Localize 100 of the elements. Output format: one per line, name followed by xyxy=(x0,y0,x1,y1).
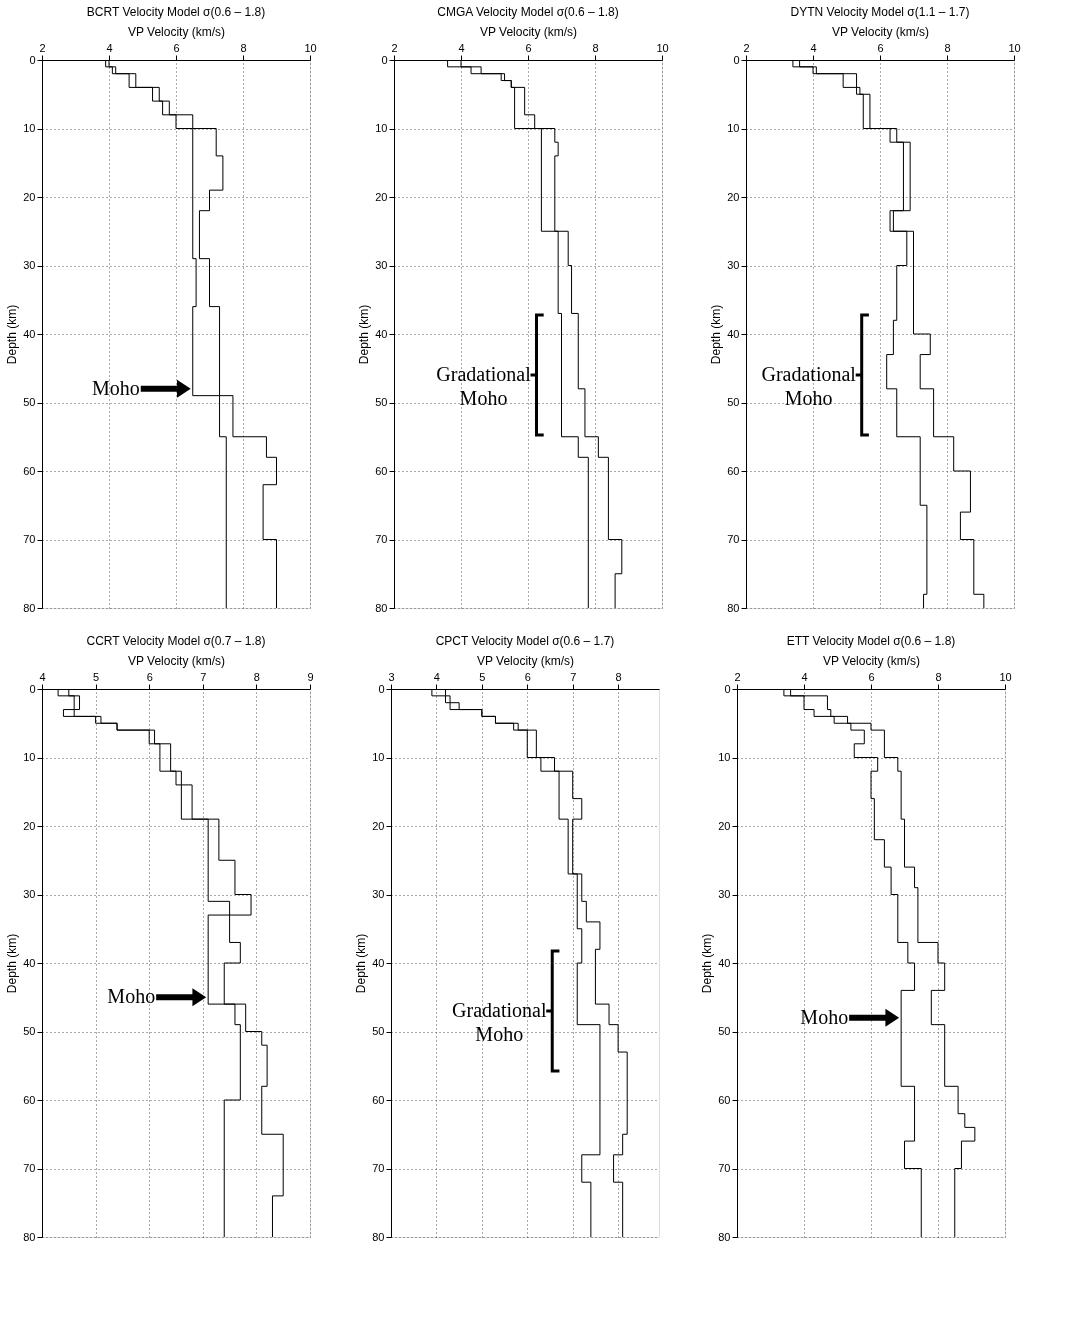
x-tick-label: 4 xyxy=(106,41,113,54)
y-tick-label: 80 xyxy=(375,601,388,614)
annotation: Moho xyxy=(800,1005,849,1028)
x-tick-label: 8 xyxy=(935,670,942,683)
x-tick-label: 3 xyxy=(388,670,395,683)
annotation: Gradational Moho xyxy=(436,363,532,410)
y-axis-title: Depth (km) xyxy=(354,933,369,994)
y-tick-label: 20 xyxy=(718,819,731,832)
x-axis-title: VP Velocity (km/s) xyxy=(822,653,921,668)
y-tick-label: 70 xyxy=(23,533,36,545)
x-tick-label: 9 xyxy=(307,670,314,683)
chart-title: ETT Velocity Model σ(0.6 – 1.8) xyxy=(786,634,956,648)
y-tick-label: 40 xyxy=(372,956,385,969)
x-tick-label: 6 xyxy=(877,41,884,54)
annotation: Gradational Moho xyxy=(761,363,857,410)
y-tick-label: 20 xyxy=(23,190,36,203)
x-tick-label: 8 xyxy=(592,41,599,54)
x-tick-label: 10 xyxy=(304,41,317,54)
x-tick-label: 8 xyxy=(615,670,622,683)
x-tick-label: 6 xyxy=(146,670,153,683)
chart-title: DYTN Velocity Model σ(1.1 – 1.7) xyxy=(790,5,970,19)
x-axis-title: VP Velocity (km/s) xyxy=(831,24,930,39)
y-tick-label: 10 xyxy=(727,122,740,134)
y-tick-label: 80 xyxy=(718,1230,731,1243)
chart-title: CMGA Velocity Model σ(0.6 – 1.8) xyxy=(437,5,619,19)
y-tick-label: 30 xyxy=(23,259,36,271)
y-tick-label: 50 xyxy=(23,396,36,408)
y-tick-label: 10 xyxy=(23,122,36,134)
y-tick-label: 60 xyxy=(718,1093,731,1106)
x-tick-label: 2 xyxy=(734,670,741,683)
y-tick-label: 30 xyxy=(727,259,740,271)
x-tick-label: 6 xyxy=(868,670,875,683)
x-tick-label: 4 xyxy=(810,41,817,54)
y-tick-label: 0 xyxy=(378,682,385,695)
y-tick-label: 70 xyxy=(23,1162,36,1174)
y-tick-label: 60 xyxy=(375,464,388,477)
x-tick-label: 4 xyxy=(433,670,440,683)
chart-title: CPCT Velocity Model σ(0.6 – 1.7) xyxy=(435,634,615,648)
y-tick-label: 70 xyxy=(375,533,388,545)
y-tick-label: 30 xyxy=(23,888,36,900)
y-tick-label: 60 xyxy=(372,1093,385,1106)
x-tick-label: 4 xyxy=(458,41,465,54)
y-tick-label: 60 xyxy=(727,464,740,477)
y-tick-label: 20 xyxy=(727,190,740,203)
y-tick-label: 80 xyxy=(23,1230,36,1243)
x-tick-label: 6 xyxy=(173,41,180,54)
x-tick-label: 6 xyxy=(524,670,531,683)
y-tick-label: 10 xyxy=(372,751,385,763)
x-tick-label: 7 xyxy=(570,670,577,683)
y-tick-label: 40 xyxy=(23,327,36,340)
y-axis-title: Depth (km) xyxy=(700,933,715,994)
y-tick-label: 80 xyxy=(23,601,36,614)
y-tick-label: 20 xyxy=(23,819,36,832)
y-axis-title: Depth (km) xyxy=(5,933,20,994)
y-tick-label: 80 xyxy=(372,1230,385,1243)
x-tick-label: 2 xyxy=(39,41,46,54)
y-tick-label: 40 xyxy=(375,327,388,340)
y-tick-label: 10 xyxy=(23,751,36,763)
y-tick-label: 0 xyxy=(733,53,740,66)
y-tick-label: 0 xyxy=(381,53,388,66)
x-tick-label: 7 xyxy=(200,670,207,683)
y-tick-label: 0 xyxy=(724,682,731,695)
x-tick-label: 8 xyxy=(253,670,260,683)
y-axis-title: Depth (km) xyxy=(709,304,724,365)
y-tick-label: 40 xyxy=(718,956,731,969)
x-axis-title: VP Velocity (km/s) xyxy=(127,24,226,39)
x-tick-label: 8 xyxy=(944,41,951,54)
y-tick-label: 70 xyxy=(372,1162,385,1174)
annotation: Gradational Moho xyxy=(452,998,547,1045)
y-axis-title: Depth (km) xyxy=(357,304,372,365)
x-tick-label: 6 xyxy=(525,41,532,54)
y-tick-label: 80 xyxy=(727,601,740,614)
y-tick-label: 50 xyxy=(727,396,740,408)
y-tick-label: 50 xyxy=(375,396,388,408)
y-tick-label: 60 xyxy=(23,464,36,477)
y-tick-label: 70 xyxy=(727,533,740,545)
annotation: Moho xyxy=(91,376,140,399)
y-tick-label: 40 xyxy=(23,956,36,969)
y-tick-label: 50 xyxy=(372,1025,385,1037)
y-tick-label: 0 xyxy=(29,682,36,695)
x-tick-label: 10 xyxy=(1008,41,1021,54)
x-tick-label: 10 xyxy=(999,670,1012,683)
y-tick-label: 60 xyxy=(23,1093,36,1106)
y-axis-title: Depth (km) xyxy=(5,304,20,365)
y-tick-label: 10 xyxy=(375,122,388,134)
y-tick-label: 10 xyxy=(718,751,731,763)
x-tick-label: 5 xyxy=(93,670,100,683)
x-axis-title: VP Velocity (km/s) xyxy=(476,653,575,668)
x-tick-label: 2 xyxy=(743,41,750,54)
x-axis-title: VP Velocity (km/s) xyxy=(479,24,578,39)
y-tick-label: 70 xyxy=(718,1162,731,1174)
annotation: Moho xyxy=(107,985,156,1008)
x-tick-label: 8 xyxy=(240,41,247,54)
chart-title: CCRT Velocity Model σ(0.7 – 1.8) xyxy=(86,634,266,648)
chart-title: BCRT Velocity Model σ(0.6 – 1.8) xyxy=(86,5,266,19)
y-tick-label: 0 xyxy=(29,53,36,66)
y-tick-label: 30 xyxy=(372,888,385,900)
x-tick-label: 2 xyxy=(391,41,398,54)
x-axis-title: VP Velocity (km/s) xyxy=(127,653,226,668)
x-tick-label: 4 xyxy=(801,670,808,683)
